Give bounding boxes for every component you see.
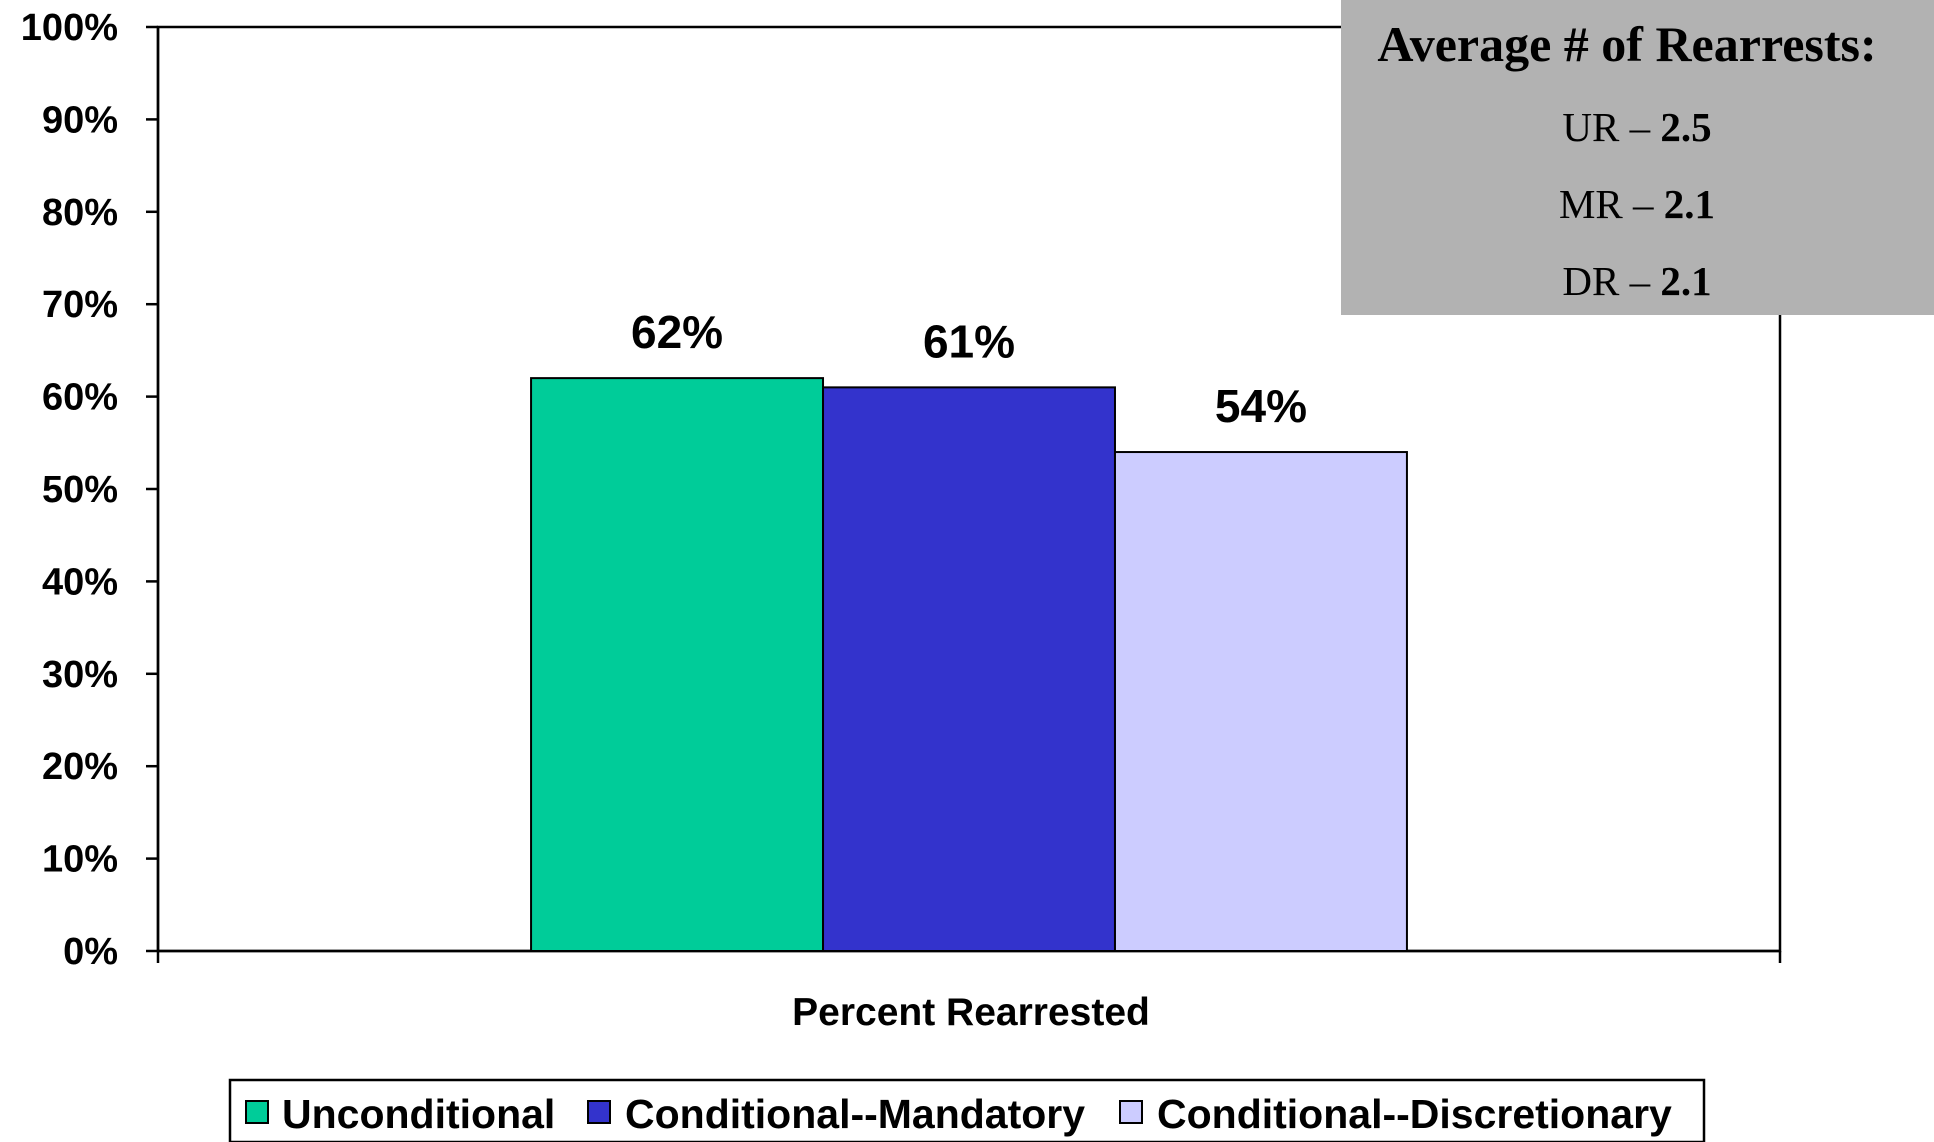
legend-box [228, 1078, 1706, 1142]
y-tick-label: 100% [21, 7, 118, 49]
legend-swatch-conditional-discretionary [1119, 1100, 1143, 1124]
legend-label-conditional-mandatory: Conditional--Mandatory [625, 1091, 1085, 1137]
y-tick-label: 80% [42, 192, 118, 234]
note-line-mr: MR – 2.1 [1559, 181, 1715, 227]
note-title: Average # of Rearrests: [1377, 16, 1876, 72]
bar-unconditional [530, 377, 825, 952]
y-axis: 0% 10% 20% 30% 40% 50% 60% 70% 80% 90% 100% [21, 7, 160, 973]
x-axis [156, 949, 1782, 963]
data-label-conditional-mandatory: 61% [923, 315, 1015, 367]
note-line-ur: UR – 2.5 [1562, 104, 1711, 150]
bar-conditional-mandatory [822, 386, 1116, 952]
average-rearrests-note: Average # of Rearrests: UR – 2.5 MR – 2.… [1341, 0, 1934, 315]
y-tick-label: 30% [42, 654, 118, 696]
y-tick-label: 70% [42, 284, 118, 326]
note-line-dr: DR – 2.1 [1562, 258, 1711, 304]
bar-conditional-discretionary [1113, 451, 1408, 952]
y-tick-label: 20% [42, 746, 118, 788]
legend-label-unconditional: Unconditional [282, 1091, 555, 1137]
legend: Unconditional Conditional--Mandatory Con… [228, 1078, 1706, 1142]
y-tick-label: 40% [42, 561, 118, 603]
legend-label-conditional-discretionary: Conditional--Discretionary [1157, 1091, 1672, 1137]
data-label-conditional-discretionary: 54% [1215, 380, 1307, 432]
data-label-group: 62% 61% 54% [631, 306, 1307, 432]
legend-swatch-conditional-mandatory [587, 1100, 611, 1124]
bar-series-group [530, 377, 1408, 952]
y-tick-label: 0% [63, 931, 118, 973]
y-tick-label: 10% [42, 839, 118, 881]
y-tick-label: 60% [42, 377, 118, 419]
y-tick-label: 90% [42, 99, 118, 141]
note-background [1341, 0, 1934, 315]
data-label-unconditional: 62% [631, 306, 723, 358]
x-axis-title: Percent Rearrested [792, 991, 1150, 1034]
legend-swatch-unconditional [245, 1100, 269, 1124]
y-tick-label: 50% [42, 469, 118, 511]
